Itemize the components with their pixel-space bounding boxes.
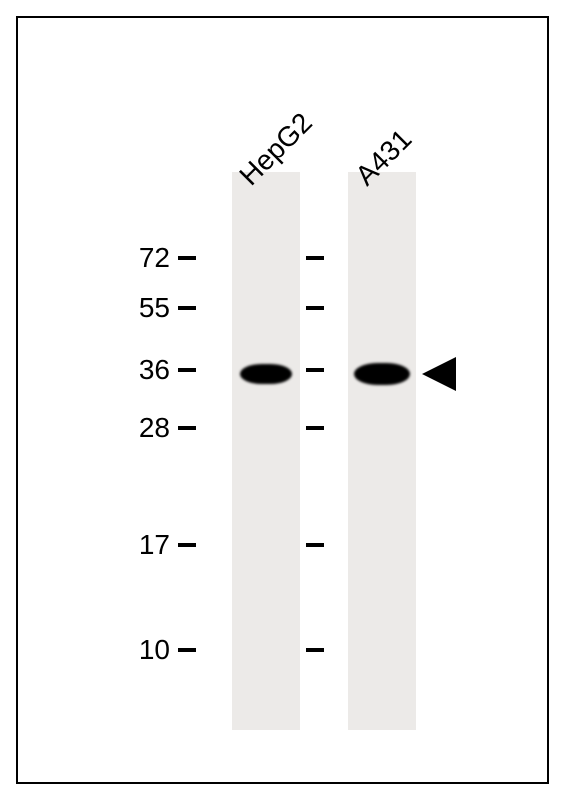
mw-tick-center (306, 306, 324, 310)
mw-tick-center (306, 543, 324, 547)
mw-tick (178, 543, 196, 547)
protein-band (354, 363, 410, 385)
protein-band (240, 364, 292, 384)
mw-label: 72 (110, 242, 170, 274)
mw-label: 10 (110, 634, 170, 666)
band-pointer-icon (422, 357, 456, 391)
mw-label: 28 (110, 412, 170, 444)
mw-tick (178, 368, 196, 372)
mw-tick (178, 256, 196, 260)
mw-label: 17 (110, 529, 170, 561)
mw-tick (178, 648, 196, 652)
mw-tick (178, 426, 196, 430)
mw-tick (178, 306, 196, 310)
mw-tick-center (306, 426, 324, 430)
blot-lane (348, 172, 416, 730)
mw-tick-center (306, 256, 324, 260)
mw-label: 36 (110, 354, 170, 386)
mw-tick-center (306, 368, 324, 372)
blot-lane (232, 172, 300, 730)
mw-label: 55 (110, 292, 170, 324)
mw-tick-center (306, 648, 324, 652)
